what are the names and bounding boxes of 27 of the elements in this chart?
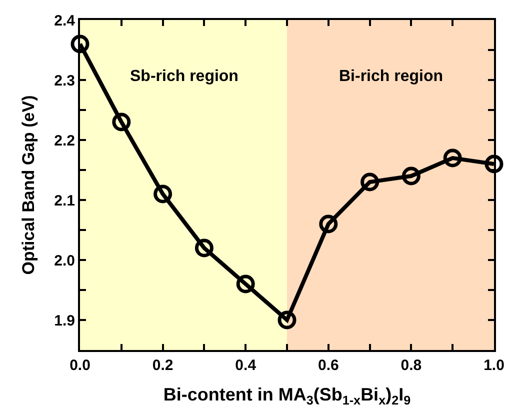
y-tick-label: 2.3: [54, 72, 75, 90]
point: [112, 112, 131, 132]
text: Bi-content in MA$_{3}$(Sb$_{1-x}$Bi$_{x}$)$_{2}$I$_{9}$: [163, 384, 411, 408]
y-tick-label: 2.0: [54, 252, 75, 270]
x-tick-label: 0.2: [152, 357, 174, 374]
x-tick-label: 0.8: [400, 357, 422, 374]
y-tick-label: 1.9: [54, 312, 75, 330]
x-tick-label: 1.0: [484, 357, 504, 374]
y-tick-label: 2.4: [54, 12, 76, 30]
x-tick-label: 0.0: [70, 357, 90, 374]
point: [278, 310, 296, 330]
x-tick-label: 0.6: [318, 357, 339, 374]
point: [319, 214, 338, 234]
point: [236, 274, 255, 294]
point: [484, 154, 504, 174]
x-tick-label: 0.4: [235, 357, 257, 374]
y-tick-label: 2.2: [54, 132, 75, 150]
point: [194, 238, 214, 258]
point: [443, 148, 462, 168]
point: [360, 172, 380, 192]
y-tick-label: 2.1: [54, 192, 75, 210]
band-label: Bi-rich region: [339, 68, 444, 85]
point: [154, 184, 172, 204]
point: [402, 166, 420, 186]
band-label: Sb-rich region: [130, 68, 238, 85]
point: [70, 34, 90, 54]
y-axis-title: Optical Band Gap (eV): [19, 95, 38, 275]
